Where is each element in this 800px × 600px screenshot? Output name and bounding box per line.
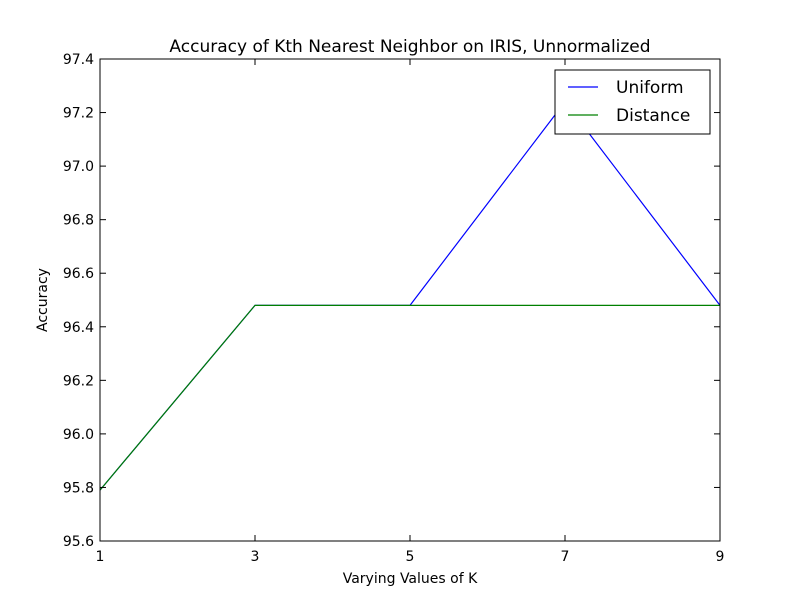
y-tick-label: 96.4 (63, 320, 94, 336)
x-tick-label: 9 (716, 549, 725, 565)
y-tick-label: 96.2 (63, 373, 94, 389)
y-axis-ticks: 95.6 95.8 96.0 96.2 96.4 96.6 96.8 97.0 97.2 97.4 (63, 52, 720, 550)
chart-title: Accuracy of Kth Nearest Neighbor on IRIS… (169, 37, 650, 57)
legend-label-uniform: Uniform (616, 78, 684, 98)
y-tick-label: 96.8 (63, 213, 94, 229)
series-line-distance (99, 304, 720, 491)
x-tick-label: 3 (251, 549, 260, 565)
y-axis-label: Accuracy (35, 268, 51, 332)
x-axis-label: Varying Values of K (343, 571, 478, 587)
x-axis-ticks: 1 3 5 7 9 (96, 59, 725, 565)
y-tick-label: 97.2 (63, 106, 94, 122)
legend-box (554, 69, 711, 135)
x-tick-label: 5 (406, 549, 415, 565)
x-tick-label: 7 (561, 549, 570, 565)
y-tick-label: 96.6 (63, 266, 94, 282)
series-layer (99, 100, 721, 491)
y-tick-label: 97.0 (63, 159, 94, 175)
x-tick-label: 1 (96, 549, 105, 565)
y-tick-label: 97.4 (63, 52, 94, 68)
y-tick-label: 95.8 (63, 480, 94, 496)
y-tick-label: 95.6 (63, 534, 94, 550)
legend-label-distance: Distance (616, 106, 690, 126)
y-tick-label: 96.0 (63, 427, 94, 443)
legend: Uniform Distance (554, 69, 711, 135)
series-line-uniform (99, 100, 721, 491)
